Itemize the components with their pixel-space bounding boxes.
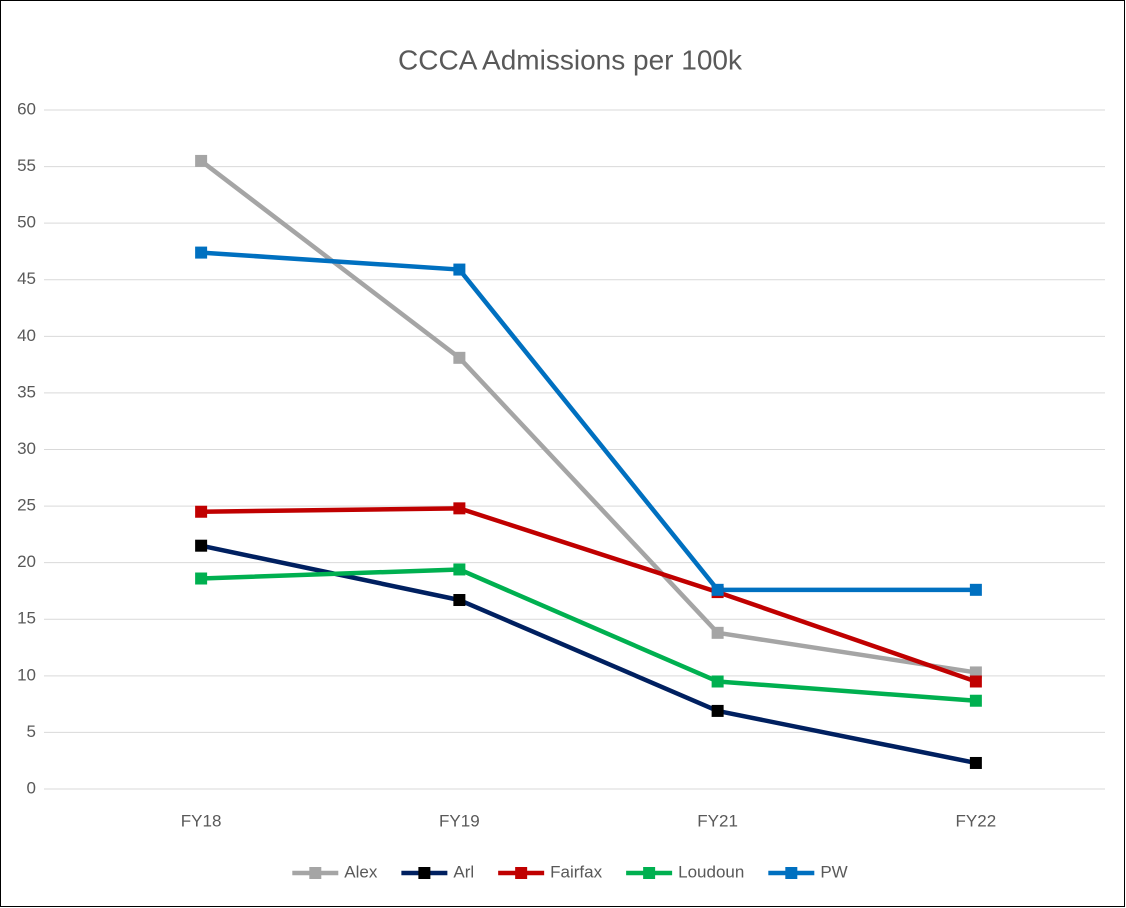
- y-tick-label: 0: [27, 778, 36, 797]
- y-tick-label: 10: [17, 665, 36, 684]
- series-marker: [453, 563, 466, 576]
- y-tick-label: 25: [17, 496, 36, 515]
- x-tick-label: FY21: [697, 811, 738, 830]
- y-tick-label: 15: [17, 609, 36, 628]
- series-marker: [711, 626, 724, 639]
- series-marker: [711, 675, 724, 688]
- legend-marker: [785, 867, 798, 879]
- series-marker: [969, 666, 982, 679]
- x-tick-label: FY18: [181, 811, 222, 830]
- legend-label: Fairfax: [550, 862, 602, 881]
- series-marker: [195, 572, 208, 585]
- series-marker: [711, 583, 724, 596]
- series-marker: [453, 263, 466, 276]
- series-marker: [195, 505, 208, 518]
- legend-label: Alex: [344, 862, 378, 881]
- series-marker: [453, 351, 466, 364]
- y-tick-label: 5: [27, 722, 36, 741]
- legend-label: Arl: [453, 862, 474, 881]
- chart-title: CCCA Admissions per 100k: [398, 44, 743, 75]
- legend-label: PW: [820, 862, 847, 881]
- series-marker: [195, 246, 208, 259]
- y-tick-label: 50: [17, 213, 36, 232]
- series-marker: [195, 539, 208, 552]
- y-tick-label: 55: [17, 156, 36, 175]
- series-marker: [969, 675, 982, 688]
- legend-marker: [418, 867, 431, 879]
- legend-label: Loudoun: [678, 862, 744, 881]
- y-tick-label: 40: [17, 326, 36, 345]
- x-tick-label: FY22: [956, 811, 997, 830]
- series-line: [200, 250, 976, 593]
- y-tick-label: 30: [17, 439, 36, 458]
- series-marker: [711, 704, 724, 717]
- series-marker: [969, 583, 982, 596]
- y-tick-label: 60: [17, 99, 36, 118]
- legend-marker: [643, 867, 656, 879]
- y-tick-label: 35: [17, 382, 36, 401]
- y-tick-label: 45: [17, 269, 36, 288]
- legend-marker: [515, 867, 528, 879]
- x-tick-label: FY19: [439, 811, 480, 830]
- legend-marker: [309, 867, 322, 879]
- y-tick-label: 20: [17, 552, 36, 571]
- series-marker: [969, 756, 982, 769]
- series-marker: [453, 594, 466, 607]
- series-marker: [969, 694, 982, 707]
- series-line: [201, 506, 977, 684]
- series-marker: [195, 154, 208, 167]
- series-marker: [453, 502, 466, 515]
- series-line: [201, 567, 977, 703]
